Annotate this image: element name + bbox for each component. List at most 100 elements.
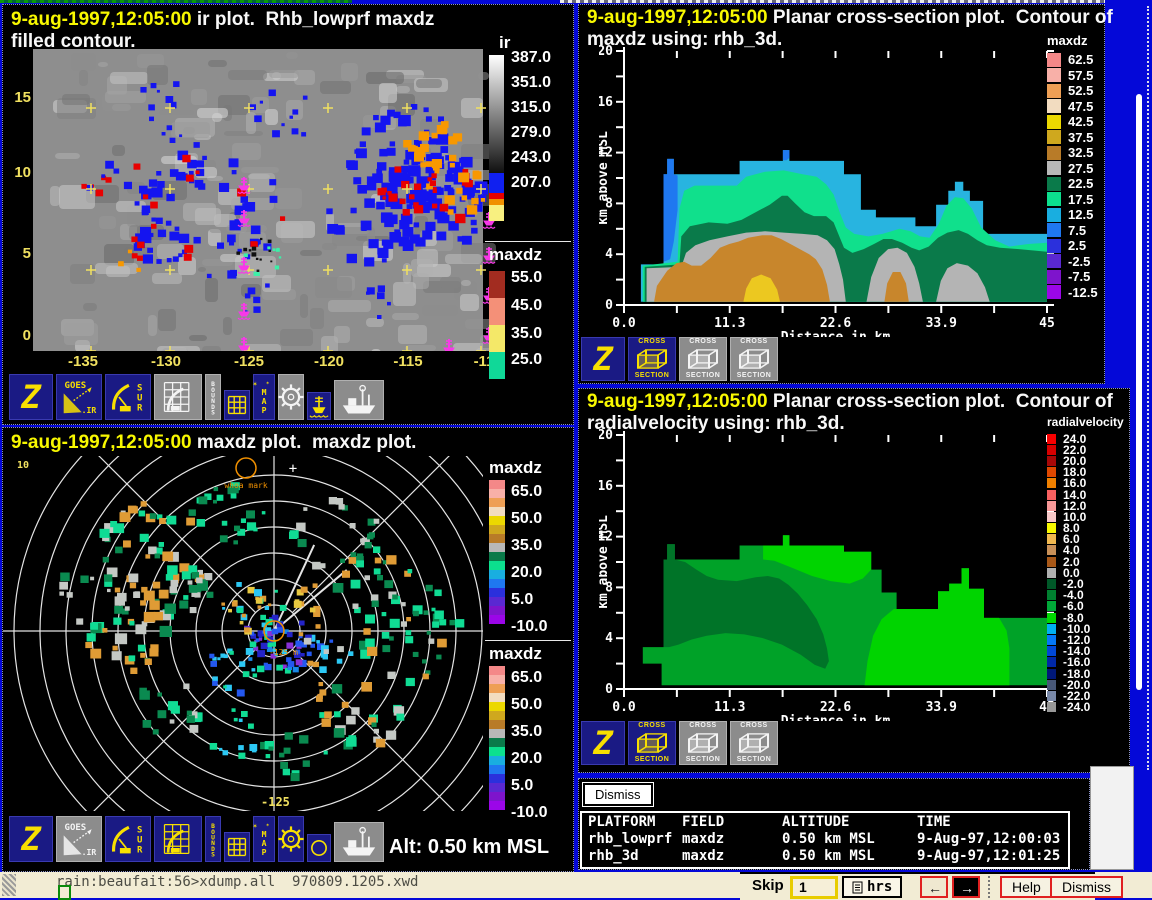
ship-track-markers (237, 177, 496, 351)
ppi-bar-tick: -10.0 (511, 804, 548, 821)
svg-text:-125: -125 (261, 795, 290, 809)
toolbar-button-grid-radar[interactable] (154, 374, 202, 420)
window-ir-plot: 9-aug-1997,12:05:00 ir plot. Rhb_lowprf … (2, 4, 574, 425)
toolbar-button-cube[interactable]: CROSS SECTION (679, 337, 727, 381)
maxdz-bar-cell (489, 325, 505, 352)
hours-unit-button[interactable]: hrs (842, 876, 903, 898)
toolbar-button-map[interactable]: ✶ ✶ M A P (253, 816, 275, 862)
svg-text:D: D (211, 404, 215, 411)
svg-text:16: 16 (599, 479, 613, 494)
svg-text:Z: Z (20, 378, 42, 416)
maxdz-bar-cell (489, 352, 505, 379)
toolbar-button-z-logo[interactable]: Z (581, 721, 625, 765)
toolbar-button-grid[interactable] (224, 390, 250, 420)
altitude-readout: Alt: 0.50 km MSL (389, 836, 550, 858)
toolbar-button-z-logo[interactable]: Z (9, 374, 53, 420)
window-xsection-maxdz: 9-aug-1997,12:05:00 Planar cross-section… (578, 4, 1113, 384)
ppi-bar-cell (489, 525, 505, 534)
step-forward-button[interactable]: → (952, 876, 980, 898)
ppi-bar-cell (489, 570, 505, 579)
colorbar-entry: 22.5 (1047, 176, 1098, 192)
ir-bar-cell (489, 193, 504, 199)
colorbar-entry: 57.5 (1047, 68, 1098, 84)
toolbar-button-cube[interactable]: CROSS SECTION (730, 721, 778, 765)
top-border-left (0, 0, 352, 3)
ppi-bar-cell (489, 588, 505, 597)
toolbar-button-ship[interactable] (334, 380, 384, 420)
info-dismiss-button[interactable]: Dismiss (583, 783, 653, 806)
section-label: SECTION (634, 372, 670, 379)
axis-labels: 20 16 12 8 4 0 0.0 11.3 22.6 33.9 45 Distance in km… (599, 45, 1055, 337)
ir-y-tick: 5 (22, 245, 31, 262)
ir-y-tick: 15 (14, 89, 31, 106)
help-button[interactable]: Help (1000, 876, 1053, 898)
toolbar-button-cube[interactable]: CROSS SECTION (628, 721, 676, 765)
toolbar-button-goes-ir[interactable]: GOES .IR (56, 374, 102, 420)
svg-text:8: 8 (605, 580, 613, 595)
colorbar-entry: 22.0 (1047, 443, 1124, 457)
svg-text:16: 16 (599, 95, 613, 110)
maxdz-overlay-title: maxdz (489, 245, 542, 264)
ppi-title-time: 9-aug-1997,12:05:00 (11, 432, 192, 453)
svg-text:S: S (137, 384, 142, 394)
ir-title-line2: filled contour. (11, 31, 136, 52)
svg-text:4: 4 (605, 247, 613, 262)
ir-x-tick: -130 (150, 353, 182, 370)
colorbar-entry: 32.5 (1047, 145, 1098, 161)
cross-label: CROSS (689, 722, 717, 729)
toolbar-button-cube[interactable]: CROSS SECTION (730, 337, 778, 381)
svg-text:-125 m: -125 m (269, 648, 298, 657)
terminal-prompt[interactable]: rain:beaufait:56>xdump.all 970809.1205.x… (56, 874, 419, 890)
toolbar-button-z-logo[interactable]: Z (581, 337, 625, 381)
ppi-bar-cell (489, 792, 505, 801)
toolbar-button-goes-ir[interactable]: GOES .IR (56, 816, 102, 862)
toolbar-button-gear[interactable] (278, 374, 304, 420)
resize-gripper[interactable] (2, 874, 16, 896)
ir-bar-tick: 279.0 (511, 124, 552, 141)
bar-dismiss-button[interactable]: Dismiss (1050, 876, 1123, 898)
svg-text:R: R (137, 846, 143, 856)
right-window-border (1147, 6, 1149, 770)
colorbar-entry: 2.0 (1047, 555, 1124, 569)
cross-label: CROSS (740, 722, 768, 729)
toolbar-button-grid[interactable] (224, 832, 250, 862)
table-row: 0.50 km MSL (782, 848, 875, 864)
colorbar-entry: -7.5 (1047, 269, 1098, 285)
svg-text:11.3: 11.3 (714, 316, 745, 331)
svg-text:U: U (137, 394, 142, 404)
ppi-bar-cell (489, 801, 505, 810)
toolbar-button-buoy[interactable] (307, 392, 331, 420)
colorbar-entry: 37.5 (1047, 130, 1098, 146)
svg-text:M: M (262, 387, 267, 397)
toolbar-button-ring[interactable] (307, 834, 331, 862)
svg-text:0.0: 0.0 (612, 316, 636, 331)
ppi-bar-cell (489, 597, 505, 606)
toolbar-button-z-logo[interactable]: Z (9, 816, 53, 862)
step-back-button[interactable]: ← (920, 876, 948, 898)
ppi-bar-cell (489, 711, 505, 720)
cross-label: CROSS (638, 338, 666, 345)
toolbar-button-ship[interactable] (334, 822, 384, 862)
section-label: SECTION (736, 372, 772, 379)
skip-hours-input[interactable]: 1 (790, 876, 838, 899)
svg-text:R: R (137, 404, 143, 414)
ppi-bar-cell (489, 489, 505, 498)
toolbar-button-gear[interactable] (278, 816, 304, 862)
right-scroll-indicator[interactable] (1136, 94, 1142, 690)
toolbar-button-grid-radar[interactable] (154, 816, 202, 862)
colorbar-entry: 8.0 (1047, 521, 1124, 535)
toolbar-button-map[interactable]: ✶ ✶ M A P (253, 374, 275, 420)
toolbar-button-cube[interactable]: CROSS SECTION (679, 721, 727, 765)
right-white-panel (1090, 766, 1134, 870)
ppi-bar-tick: 5.0 (511, 777, 534, 794)
contour-layers (640, 150, 1047, 302)
toolbar-button-cube[interactable]: CROSS SECTION (628, 337, 676, 381)
ppi-colorbar-title: maxdz (489, 644, 542, 663)
ppi-bar-tick: 35.0 (511, 723, 543, 740)
ppi-bar-cell (489, 675, 505, 684)
